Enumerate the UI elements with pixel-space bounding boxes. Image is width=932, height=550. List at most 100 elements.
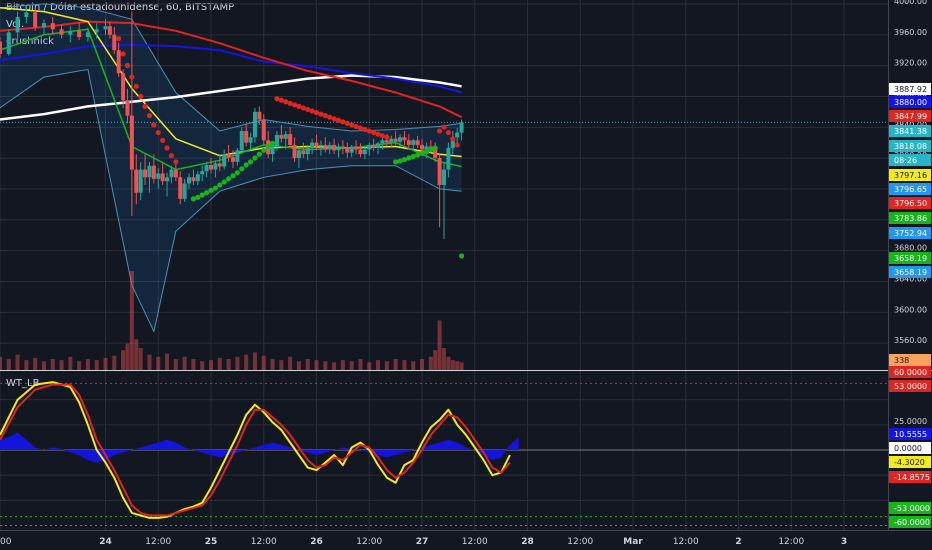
candle-body — [450, 137, 455, 148]
sar-dot — [406, 155, 412, 161]
candle-body — [41, 23, 46, 27]
crushnick-indicator-label: crushnick — [6, 36, 54, 47]
candle-body — [380, 140, 385, 144]
candle-body — [332, 144, 337, 151]
price-flag-label: 3796.50 — [894, 199, 927, 208]
osc-tick-label: -4.3020 — [894, 458, 925, 467]
sar-dot — [353, 123, 359, 130]
candle-body — [393, 138, 398, 142]
candle-body — [446, 148, 451, 170]
candle-body — [244, 131, 249, 143]
price-flag-label-box — [889, 197, 931, 209]
candle-body — [371, 144, 376, 148]
sar-dot — [234, 170, 240, 176]
sar-dot — [116, 35, 122, 42]
candle-body — [283, 134, 288, 139]
candle-body — [204, 164, 209, 172]
price-flag-label-box — [889, 140, 931, 152]
volume-bar — [367, 362, 372, 370]
sar-dot — [146, 113, 153, 119]
volume-indicator-label: Vol. — [6, 19, 24, 30]
price-flag-label: 3887.92 — [894, 85, 927, 94]
volume-bar — [455, 361, 460, 370]
candle-body — [147, 165, 152, 178]
sar-dot — [415, 152, 421, 158]
sar-dot — [199, 192, 205, 198]
volume-bar — [305, 359, 310, 370]
time-tick-label: 26 — [310, 537, 323, 547]
price-tick-label: 4000.00 — [894, 0, 927, 6]
sar-dot — [291, 102, 298, 108]
osc-histogram — [0, 432, 519, 463]
osc-tick-label-box — [889, 366, 931, 378]
candle-body — [138, 169, 143, 193]
candle-body — [121, 73, 126, 101]
candle-body — [455, 132, 460, 138]
sar-dot — [204, 190, 210, 196]
price-flag-label-box — [889, 212, 931, 224]
candle-body — [398, 137, 403, 142]
osc-tick-label: -53.0000 — [894, 504, 930, 513]
sar-dot — [379, 133, 386, 139]
sar-dot — [340, 119, 346, 125]
time-tick-label: 24 — [99, 537, 112, 547]
candle-body — [442, 169, 446, 185]
osc-tick-label: 60.0000 — [894, 368, 927, 377]
sar-dot — [450, 136, 456, 142]
sar-dot — [283, 99, 289, 105]
candle-body — [125, 100, 130, 116]
candle-body — [345, 148, 350, 153]
price-flag-label-box — [889, 125, 931, 137]
candle-body — [191, 177, 196, 182]
sar-dot — [397, 158, 403, 164]
sar-dot — [401, 156, 408, 163]
sar-dot — [195, 194, 201, 200]
price-flag-label-box — [889, 227, 931, 239]
sar-dot — [410, 153, 416, 160]
sar-dot — [362, 126, 368, 133]
volume-bar — [121, 350, 126, 370]
volume-bar — [437, 320, 442, 370]
candles — [0, 7, 464, 239]
candle-body — [230, 157, 235, 162]
volume-bar — [411, 361, 416, 370]
sar-dot — [261, 147, 267, 153]
volume-bar — [182, 356, 187, 370]
candle-body — [209, 164, 214, 170]
sar-dot — [247, 159, 254, 165]
time-tick-label: 12:00 — [567, 537, 593, 547]
candle-body — [182, 183, 187, 199]
volume-bar — [340, 360, 345, 370]
candle-body — [213, 163, 218, 170]
sar-dot — [269, 140, 276, 146]
sar-dot — [129, 74, 135, 80]
candle-body — [415, 140, 420, 145]
candle-body — [112, 34, 117, 51]
volume-bar — [59, 360, 64, 370]
candle-body — [257, 111, 262, 120]
candle-body — [217, 163, 222, 167]
sar-dot — [265, 143, 271, 150]
sar-dot — [151, 122, 157, 128]
volume-flag-label: 338 — [894, 356, 909, 365]
volume-bar — [50, 359, 55, 370]
volume-bar — [402, 360, 407, 370]
candle-body — [323, 144, 328, 150]
sar-dot — [419, 150, 425, 156]
volume-bar — [156, 356, 161, 370]
sar-dot — [458, 253, 465, 259]
price-flag-label: 3880.00 — [894, 98, 927, 107]
price-flag-label: 3783.86 — [894, 214, 927, 223]
candle-body — [129, 115, 134, 170]
volume-bar — [349, 361, 354, 370]
price-flag-label: 3796.65 — [894, 185, 927, 194]
price-flag-label-box — [889, 110, 931, 122]
sar-dot — [287, 100, 293, 106]
candle-body — [116, 50, 121, 74]
candle-body — [310, 142, 315, 148]
sar-dot — [217, 182, 223, 188]
volume-bar — [6, 359, 11, 370]
sar-dot — [155, 129, 161, 136]
price-flag-label: 3797.16 — [894, 171, 927, 180]
